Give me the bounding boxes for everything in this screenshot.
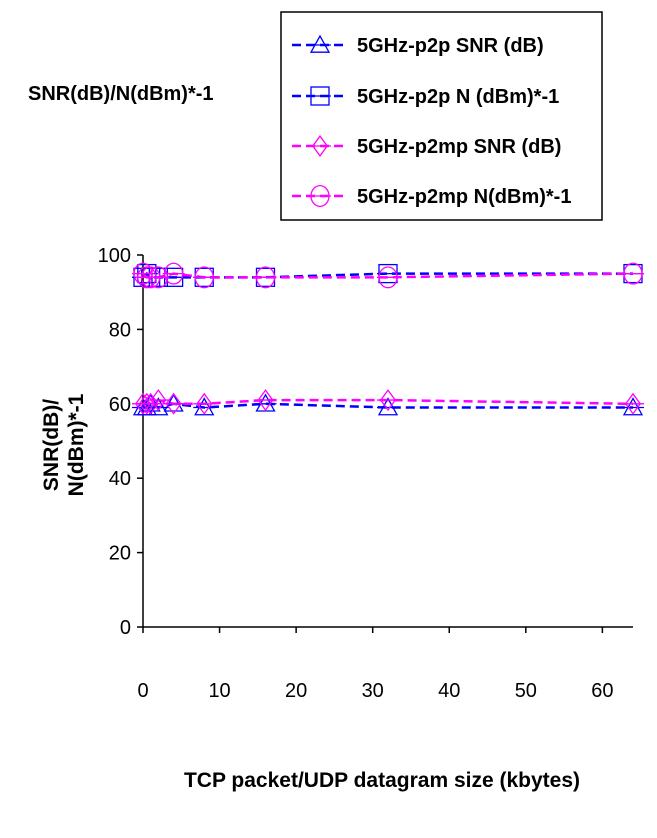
data-point-series-3: [379, 389, 397, 412]
legend-marker-4-group: [309, 184, 331, 207]
data-point-series-1-group: [377, 397, 399, 416]
data-point-series-4-group: [193, 266, 216, 289]
x-tick-label: 20: [285, 680, 307, 702]
x-tick-label: 60: [591, 680, 613, 702]
data-point-series-3-group: [622, 392, 644, 415]
x-ticks: 0 10 20 30 40 50 60: [137, 627, 614, 702]
data-point-series-1: [163, 393, 184, 412]
x-tick-label: 40: [438, 680, 460, 702]
legend-label-4: 5GHz-p2mp N(dBm)*-1: [357, 186, 571, 208]
x-tick-label: 10: [208, 680, 230, 702]
legend-marker-2-group: [309, 86, 331, 106]
data-point-series-4-group: [622, 262, 644, 285]
data-point-series-3-group: [377, 389, 399, 412]
x-tick-label: 30: [362, 680, 384, 702]
x-tick-label: 0: [137, 680, 148, 702]
legend: 5GHz-p2p SNR (dB) 5GHz-p2p N (dBm)*-1 5GHz…: [280, 11, 603, 221]
data-point-series-4-group: [377, 266, 399, 289]
y-tick-label: 0: [120, 617, 131, 639]
chart-title: SNR(dB)/N(dBm)*-1: [28, 83, 214, 105]
legend-marker-3: [311, 134, 329, 158]
y-tick-label: 100: [98, 245, 131, 267]
data-point-series-3: [257, 389, 274, 412]
series-markers: [132, 262, 644, 416]
data-point-series-3-group: [147, 389, 170, 412]
data-point-series-4-group: [162, 262, 185, 285]
y-tick-label: 20: [109, 543, 131, 565]
data-point-series-3-group: [162, 392, 185, 415]
y-tick-label: 40: [109, 468, 131, 490]
data-point-series-3: [150, 389, 167, 412]
legend-label-2: 5GHz-p2p N (dBm)*-1: [357, 86, 559, 108]
y-axis-label-line-2: N(dBm)*-1: [65, 393, 88, 496]
legend-marker-1: [309, 34, 331, 53]
axes: [142, 255, 633, 628]
legend-label-1: 5GHz-p2p SNR (dB): [357, 35, 544, 57]
x-tick-label: 50: [515, 680, 537, 702]
data-point-series-3: [624, 392, 642, 415]
data-point-series-4-group: [254, 266, 277, 289]
legend-marker-3-group: [309, 134, 331, 158]
data-point-series-1: [148, 397, 169, 416]
legend-box: [280, 11, 603, 221]
y-ticks: 0 20 40 60 80 100: [98, 245, 143, 639]
data-point-series-3: [196, 392, 213, 415]
y-axis-label-line-1: SNR(dB)/: [40, 399, 63, 491]
data-point-series-1: [377, 397, 399, 416]
y-tick-label: 80: [109, 319, 131, 341]
data-point-series-3-group: [193, 392, 216, 415]
legend-label-3: 5GHz-p2mp SNR (dB): [357, 136, 561, 158]
data-point-series-3-group: [254, 389, 277, 412]
x-axis-label: TCP packet/UDP datagram size (kbytes): [184, 769, 580, 792]
legend-marker-1-group: [309, 34, 331, 53]
data-point-series-3: [165, 392, 182, 415]
y-tick-label: 60: [109, 394, 131, 416]
